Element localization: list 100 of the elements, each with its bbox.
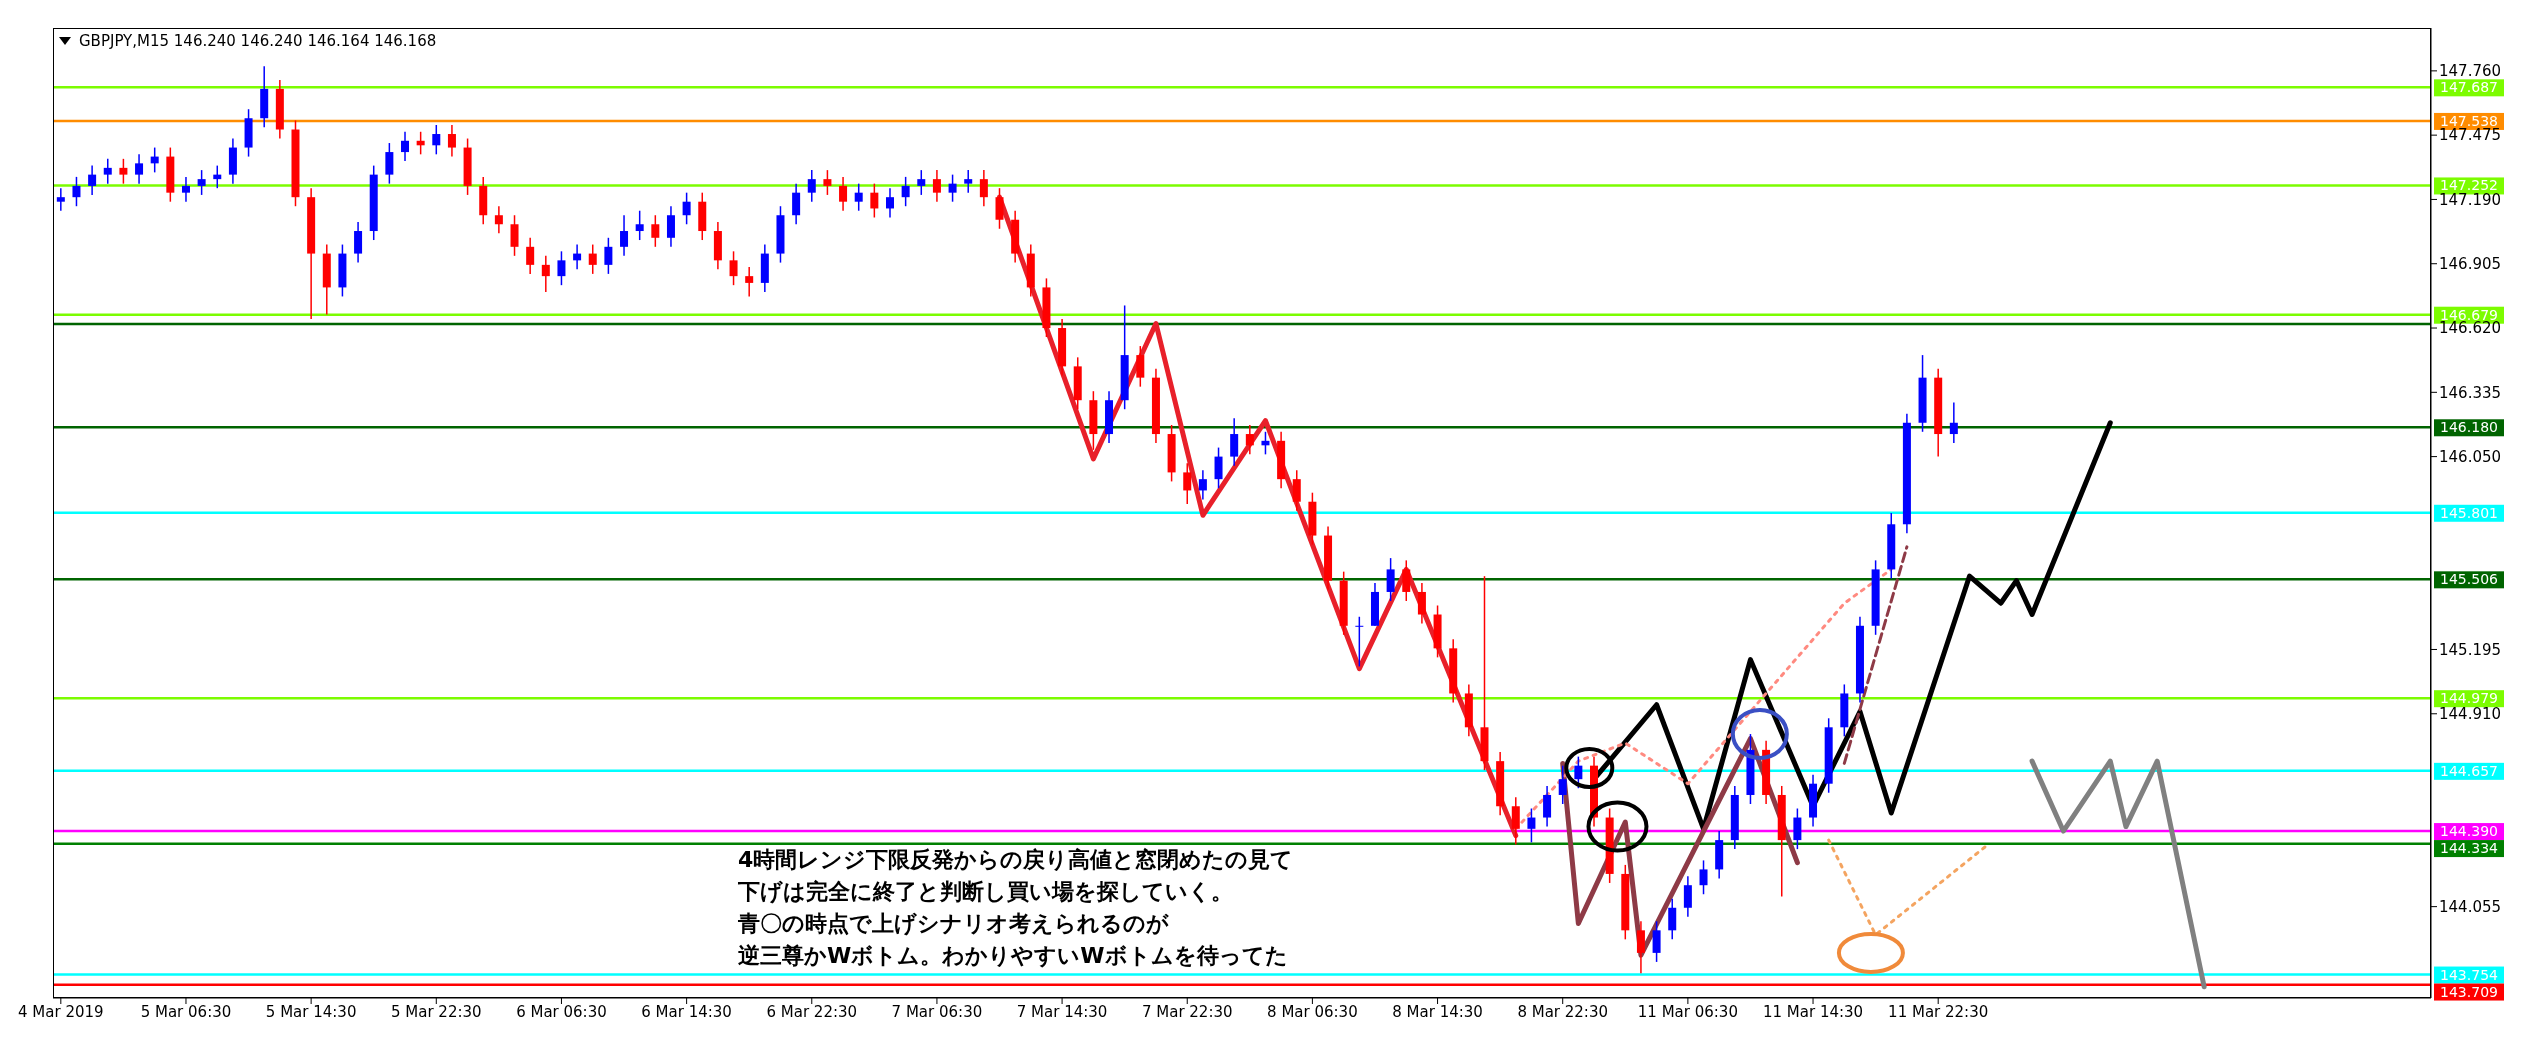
candlestick xyxy=(1574,755,1583,789)
x-tick-label: 7 Mar 06:30 xyxy=(891,1002,983,1021)
candlestick xyxy=(1652,920,1661,963)
candlestick xyxy=(932,169,941,203)
candlestick xyxy=(1793,807,1802,850)
candlestick xyxy=(1245,424,1254,456)
candlestick xyxy=(1402,559,1411,602)
candlestick xyxy=(401,131,410,162)
ref-line-label: 143.709 xyxy=(2440,983,2498,1000)
candlestick xyxy=(88,164,97,196)
x-tick-label: 6 Mar 06:30 xyxy=(516,1002,607,1021)
ref-line-label: 144.657 xyxy=(2440,762,2498,779)
candlestick xyxy=(807,169,816,203)
x-tick-label: 8 Mar 22:30 xyxy=(1517,1002,1609,1021)
candlestick xyxy=(1511,796,1520,846)
candlestick xyxy=(1636,920,1645,974)
candlestick xyxy=(823,169,832,196)
x-tick-label: 7 Mar 14:30 xyxy=(1016,1002,1108,1021)
candlestick xyxy=(854,182,863,212)
candlestick xyxy=(385,142,394,185)
y-tick-label: 147.760 xyxy=(2439,62,2502,81)
candlestick xyxy=(1699,859,1708,895)
candlestick xyxy=(620,214,629,257)
candlestick xyxy=(494,205,503,235)
y-tick-label: 146.335 xyxy=(2439,383,2502,402)
candlestick xyxy=(1558,764,1567,805)
ref-line-label: 144.334 xyxy=(2440,840,2499,857)
candlestick xyxy=(119,158,128,185)
candlestick xyxy=(666,205,675,248)
candlestick xyxy=(354,221,363,264)
ref-line-label: 143.754 xyxy=(2440,966,2499,983)
ref-line-label: 147.538 xyxy=(2440,112,2498,129)
annotation: 青〇の時点で上げシナリオ考えられるのが xyxy=(738,910,1170,938)
x-tick-label: 6 Mar 22:30 xyxy=(766,1002,858,1021)
candlestick xyxy=(745,266,754,298)
candlestick xyxy=(1386,557,1395,602)
candlestick xyxy=(1417,582,1426,625)
y-tick-label: 146.620 xyxy=(2439,319,2502,338)
candlestick xyxy=(635,209,644,241)
candlestick xyxy=(917,169,926,196)
candlestick xyxy=(1949,401,1958,444)
ref-line-label: 147.687 xyxy=(2440,79,2498,96)
candlestick xyxy=(948,173,957,203)
candlestick xyxy=(1292,469,1301,512)
candlestick xyxy=(1668,897,1677,941)
x-tick-label: 8 Mar 14:30 xyxy=(1392,1002,1483,1021)
annotation: 下げは完全に終了と判断し買い場を探していく。 xyxy=(738,878,1234,906)
y-tick-label: 144.910 xyxy=(2439,705,2502,724)
ref-line-label: 144.390 xyxy=(2440,823,2498,840)
candlestick xyxy=(995,187,1004,230)
candlestick xyxy=(1683,875,1692,918)
candlestick xyxy=(901,176,910,207)
candlestick xyxy=(651,214,660,248)
candlestick xyxy=(604,237,613,275)
candlestick xyxy=(839,176,848,212)
x-tick-label: 11 Mar 06:30 xyxy=(1637,1002,1738,1021)
candlestick xyxy=(72,176,81,207)
candlestick xyxy=(1136,345,1145,388)
x-tick-label: 11 Mar 14:30 xyxy=(1762,1002,1864,1021)
candlestick xyxy=(447,124,456,158)
candlestick xyxy=(197,169,206,196)
candlestick xyxy=(103,158,112,185)
x-tick-label: 6 Mar 14:30 xyxy=(641,1002,732,1021)
annotation: 4時間レンジ下限反発からの戻り高値と窓閉めたの見て xyxy=(738,846,1294,874)
candlestick xyxy=(181,176,190,203)
candlestick xyxy=(56,187,65,212)
candlestick xyxy=(1355,616,1364,668)
candlestick xyxy=(1543,785,1552,828)
ref-line-label: 145.801 xyxy=(2440,504,2498,521)
candlestick xyxy=(541,255,550,293)
candlestick xyxy=(1198,469,1207,501)
candlestick xyxy=(588,243,597,275)
candlestick xyxy=(510,214,519,257)
candlestick xyxy=(1527,807,1536,844)
candlestick xyxy=(729,250,738,286)
x-tick-label: 8 Mar 06:30 xyxy=(1267,1002,1358,1021)
ref-line-label: 145.506 xyxy=(2440,571,2499,588)
candlestick xyxy=(135,153,144,185)
candlestick xyxy=(964,169,973,194)
ref-line-label: 144.979 xyxy=(2440,690,2498,707)
candlestick xyxy=(885,187,894,219)
candlestick xyxy=(432,124,441,156)
y-tick-label: 147.475 xyxy=(2439,126,2502,145)
x-tick-label: 5 Mar 14:30 xyxy=(265,1002,357,1021)
candlestick xyxy=(557,250,566,286)
y-tick-label: 144.055 xyxy=(2439,897,2502,916)
candlestick xyxy=(979,169,988,207)
x-tick-label: 7 Mar 22:30 xyxy=(1141,1002,1233,1021)
ref-line-label: 146.180 xyxy=(2440,419,2498,436)
x-tick-label: 4 Mar 2019 xyxy=(18,1002,104,1021)
x-tick-label: 5 Mar 22:30 xyxy=(390,1002,482,1021)
annotation: 逆三尊かWボトム。わかりやすいWボトムを待ってた xyxy=(738,942,1289,970)
candlestick xyxy=(792,182,801,226)
x-tick-label: 5 Mar 06:30 xyxy=(140,1002,232,1021)
chart-title: GBPJPY,M15 146.240 146.240 146.164 146.168 xyxy=(79,32,437,50)
y-tick-label: 146.905 xyxy=(2439,255,2502,274)
y-tick-label: 145.195 xyxy=(2439,640,2502,659)
candlestick xyxy=(526,237,535,275)
candlestick xyxy=(1214,446,1223,489)
x-tick-label: 11 Mar 22:30 xyxy=(1888,1002,1989,1021)
